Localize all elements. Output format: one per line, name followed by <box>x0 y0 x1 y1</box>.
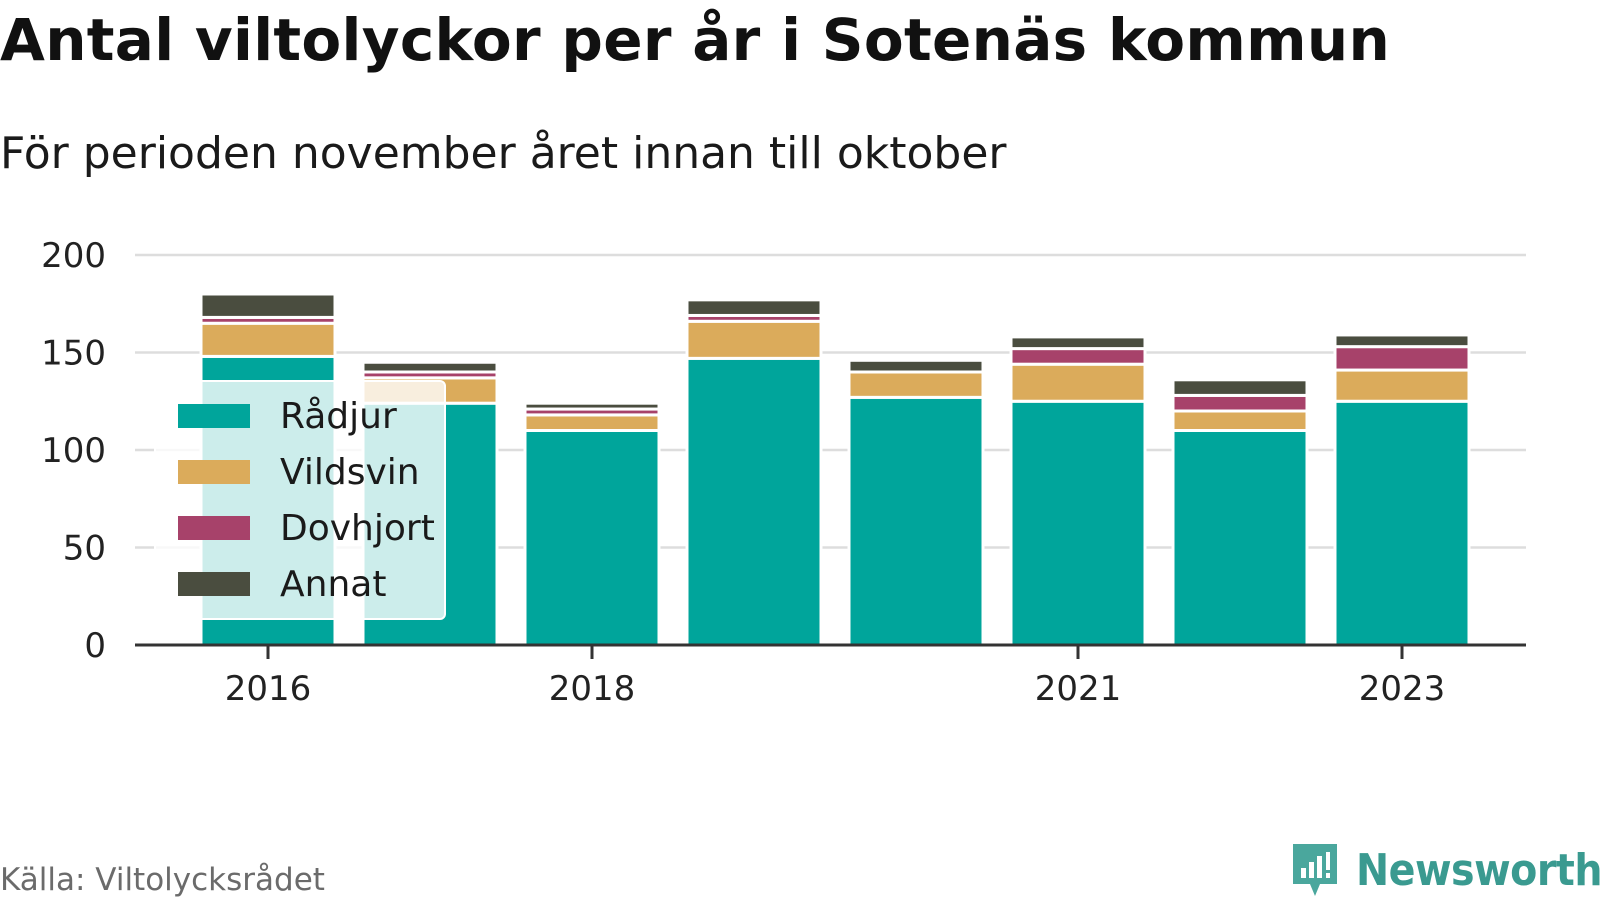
y-tick-label: 150 <box>41 334 106 374</box>
legend-label: Vildsvin <box>280 452 420 493</box>
bar-segment <box>847 370 985 399</box>
bar-segment <box>1333 345 1471 372</box>
legend-swatch <box>178 516 250 540</box>
bar-segment <box>523 401 661 411</box>
legend-swatch <box>178 404 250 428</box>
bar-segment <box>685 356 823 647</box>
y-tick-label: 100 <box>41 431 106 471</box>
bar-segment <box>847 395 985 647</box>
bar-segment <box>1171 378 1309 397</box>
source-note: Källa: Viltolycksrådet <box>0 862 325 898</box>
chart-subtitle: För perioden november året innan till ok… <box>0 128 1007 179</box>
brand-name: Newsworthy <box>1356 844 1600 896</box>
bar-segment <box>1333 399 1471 647</box>
bar-segment <box>1009 347 1147 366</box>
bar-segment <box>199 292 337 319</box>
bar-segment <box>1009 362 1147 403</box>
x-tick-label: 2018 <box>549 669 636 709</box>
legend-swatch <box>178 460 250 484</box>
bar-segment <box>199 321 337 358</box>
bar-segment <box>1009 335 1147 351</box>
legend-label: Rådjur <box>280 396 397 437</box>
bar-segment <box>1171 409 1309 432</box>
legend-background <box>154 380 446 620</box>
x-tick-label: 2016 <box>225 669 312 709</box>
x-axis: 2016 2018 2021 2023 <box>135 643 1526 709</box>
bar-segment <box>361 360 499 374</box>
y-tick-label: 0 <box>84 626 106 666</box>
bar-segment <box>1333 368 1471 403</box>
bar-segment <box>685 298 823 317</box>
chart-title: Antal viltolyckor per år i Sotenäs kommu… <box>0 6 1391 74</box>
newsworthy-logo-icon <box>1293 844 1337 896</box>
legend: Rådjur Vildsvin Dovhjort Annat <box>154 380 446 620</box>
bar-segment <box>523 429 661 647</box>
legend-label: Dovhjort <box>280 508 435 549</box>
legend-label: Annat <box>280 564 386 605</box>
bar-segment <box>1009 399 1147 647</box>
y-tick-label: 50 <box>63 529 106 569</box>
brand: Newsworthy <box>1290 840 1600 900</box>
bar-segment <box>523 413 661 432</box>
bar-segment <box>1171 429 1309 647</box>
legend-swatch <box>178 572 250 596</box>
y-axis-ticks: 0 50 100 150 200 <box>41 236 106 666</box>
bar-segment <box>1333 333 1471 349</box>
x-tick-label: 2023 <box>1359 669 1446 709</box>
x-tick-label: 2021 <box>1035 669 1122 709</box>
bar-segment <box>685 319 823 360</box>
y-tick-label: 200 <box>41 236 106 276</box>
bar-segment <box>847 358 985 374</box>
bar-segment <box>1171 393 1309 413</box>
